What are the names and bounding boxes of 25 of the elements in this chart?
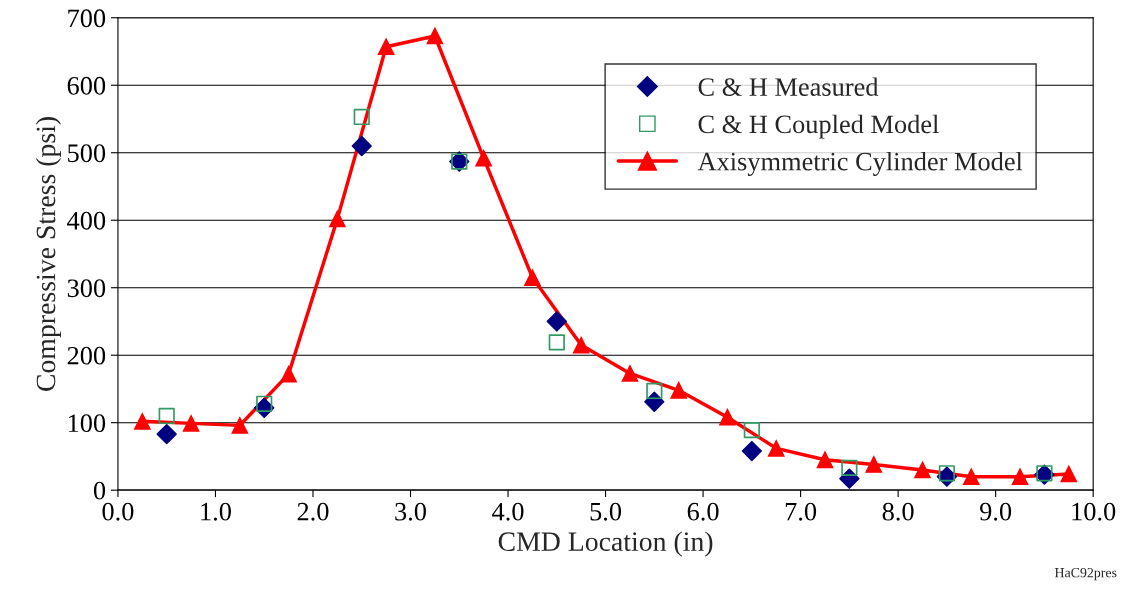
x-tick-label: 9.0 <box>980 502 1012 521</box>
legend-label: C & H Coupled Model <box>698 114 939 139</box>
y-tick-label: 0 <box>93 481 106 500</box>
legend-label: C & H Measured <box>698 77 879 96</box>
y-tick-label: 300 <box>67 279 106 298</box>
x-tick-label: 2.0 <box>297 502 329 521</box>
y-tick-label: 600 <box>67 76 106 95</box>
y-tick-label: 400 <box>67 211 106 230</box>
y-tick-label: 100 <box>68 414 106 433</box>
x-tick-label: 0.0 <box>102 502 134 521</box>
text: HaC92pres <box>1054 568 1117 581</box>
x-tick-label: 7.0 <box>785 502 817 521</box>
y-tick-label: 500 <box>68 144 106 163</box>
x-tick-label: 6.0 <box>687 502 719 521</box>
legend-label: Axisymmetric Cylinder Model <box>697 151 1023 176</box>
x-tick-label: 10.0 <box>1072 502 1116 521</box>
y-tick-label: 200 <box>67 346 106 365</box>
y-axis-title: Compressive Stress (psi) <box>35 117 61 391</box>
x-tick-label: 8.0 <box>882 502 914 521</box>
x-tick-label: 4.0 <box>492 502 524 521</box>
x-tick-label: 1.0 <box>201 502 231 521</box>
x-axis-title: CMD Location (in) <box>498 531 713 557</box>
x-tick-label: 5.0 <box>590 502 622 521</box>
x-tick-label: 3.0 <box>395 502 426 521</box>
y-tick-label: 700 <box>68 9 106 28</box>
